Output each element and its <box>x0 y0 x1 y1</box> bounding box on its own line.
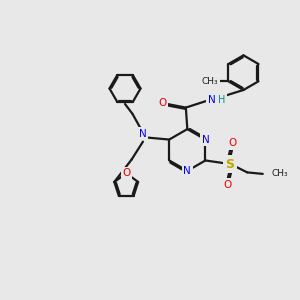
Text: N: N <box>208 94 215 104</box>
Text: S: S <box>225 158 234 170</box>
Text: H: H <box>218 95 225 105</box>
Text: CH₃: CH₃ <box>271 169 288 178</box>
Text: O: O <box>228 138 236 148</box>
Text: N: N <box>139 129 147 139</box>
Text: O: O <box>224 180 232 190</box>
Text: O: O <box>159 98 167 108</box>
Text: N: N <box>184 166 191 176</box>
Text: CH₃: CH₃ <box>202 77 218 86</box>
Text: N: N <box>202 134 209 145</box>
Text: O: O <box>122 168 130 178</box>
